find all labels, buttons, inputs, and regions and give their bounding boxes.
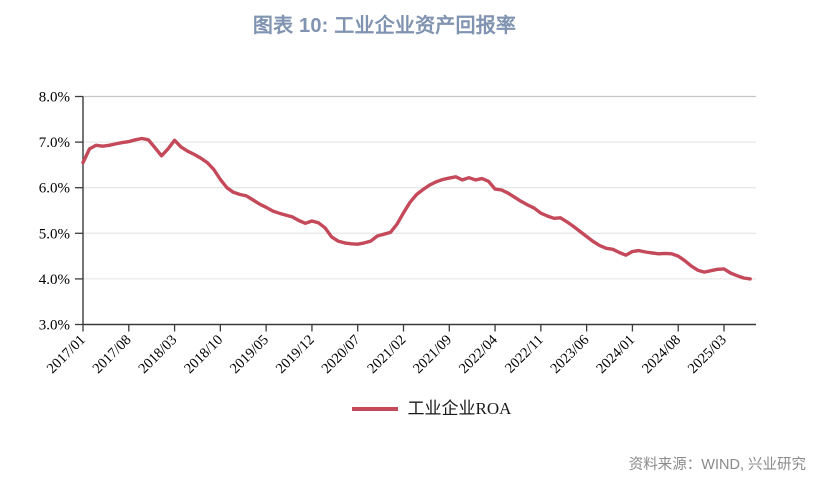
x-tick-label: 2024/08: [639, 332, 684, 377]
x-tick-label: 2017/08: [90, 332, 135, 377]
x-tick-label: 2024/01: [593, 332, 638, 377]
x-tick-label: 2017/01: [44, 332, 89, 377]
x-tick-label: 2021/02: [364, 332, 409, 377]
chart-title: 图表 10: 工业企业资产回报率: [252, 15, 517, 37]
chart-legend: 工业企业ROA: [14, 396, 835, 422]
x-tick-label: 2023/06: [548, 332, 593, 377]
y-tick-label: 5.0%: [39, 226, 70, 242]
x-tick-label: 2019/12: [273, 332, 318, 377]
x-tick-label: 2025/03: [685, 332, 730, 377]
y-tick-label: 7.0%: [39, 135, 70, 151]
x-tick-label: 2020/07: [319, 332, 364, 377]
y-tick-label: 8.0%: [39, 90, 70, 106]
x-tick-label: 2019/05: [227, 332, 272, 377]
roa-series-line: [81, 136, 752, 281]
y-tick-label: 3.0%: [39, 318, 70, 334]
y-tick-label: 6.0%: [39, 181, 70, 197]
legend-series-label: 工业企业ROA: [407, 399, 512, 418]
y-tick-label: 4.0%: [39, 272, 70, 288]
x-tick-label: 2022/11: [502, 332, 547, 377]
legend-line-swatch: [351, 407, 398, 411]
x-tick-label: 2018/10: [181, 332, 226, 377]
x-tick-label: 2018/03: [135, 332, 180, 377]
x-tick-label: 2022/04: [456, 331, 501, 376]
x-tick-label: 2021/09: [410, 332, 455, 377]
source-note: 资料来源：WIND, 兴业研究: [628, 457, 806, 473]
